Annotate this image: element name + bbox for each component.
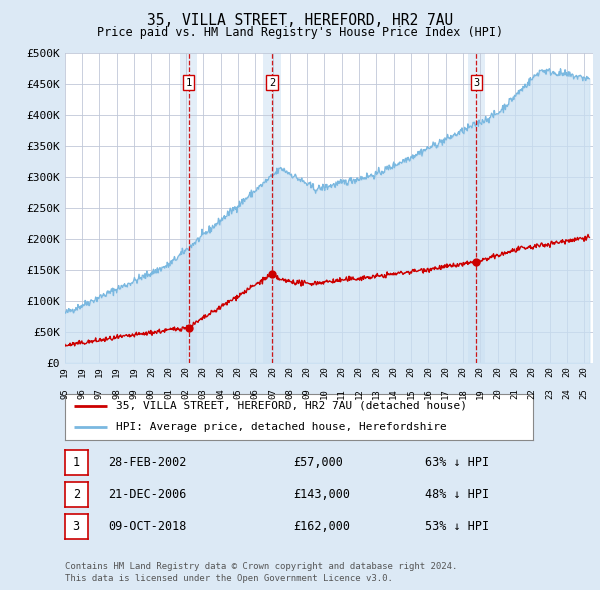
Text: 09: 09: [302, 388, 311, 399]
Text: 96: 96: [77, 388, 86, 399]
Text: 20: 20: [355, 366, 364, 376]
Text: 20: 20: [372, 366, 381, 376]
Text: 11: 11: [337, 388, 346, 399]
Text: 20: 20: [337, 366, 346, 376]
Text: 07: 07: [268, 388, 277, 399]
Text: 53% ↓ HPI: 53% ↓ HPI: [425, 520, 489, 533]
Text: 20: 20: [302, 366, 311, 376]
Text: 20: 20: [164, 366, 173, 376]
Text: 08: 08: [286, 388, 295, 399]
Text: 05: 05: [233, 388, 242, 399]
Text: 20: 20: [528, 366, 537, 376]
Text: 19: 19: [60, 366, 70, 376]
Text: 3: 3: [73, 520, 80, 533]
Text: 09-OCT-2018: 09-OCT-2018: [108, 520, 187, 533]
Text: 01: 01: [164, 388, 173, 399]
Text: 20: 20: [562, 366, 571, 376]
Text: £162,000: £162,000: [293, 520, 350, 533]
Text: 2: 2: [73, 488, 80, 501]
Text: 00: 00: [147, 388, 156, 399]
Text: 1: 1: [73, 456, 80, 469]
Text: 20: 20: [493, 366, 502, 376]
Text: 95: 95: [60, 388, 70, 399]
Text: 2: 2: [269, 77, 275, 87]
Text: £57,000: £57,000: [293, 456, 343, 469]
Text: 17: 17: [441, 388, 450, 399]
Text: 20: 20: [493, 388, 502, 399]
Text: 97: 97: [95, 388, 104, 399]
Text: 63% ↓ HPI: 63% ↓ HPI: [425, 456, 489, 469]
Text: 10: 10: [320, 388, 329, 399]
Text: Price paid vs. HM Land Registry's House Price Index (HPI): Price paid vs. HM Land Registry's House …: [97, 26, 503, 39]
Text: 20: 20: [424, 366, 433, 376]
Text: 19: 19: [130, 366, 139, 376]
Text: 20: 20: [407, 366, 416, 376]
Text: 20: 20: [199, 366, 208, 376]
Text: 20: 20: [181, 366, 190, 376]
Text: 21-DEC-2006: 21-DEC-2006: [108, 488, 187, 501]
Text: 19: 19: [476, 388, 485, 399]
Text: 20: 20: [511, 366, 520, 376]
Text: This data is licensed under the Open Government Licence v3.0.: This data is licensed under the Open Gov…: [65, 574, 392, 583]
Text: 25: 25: [580, 388, 589, 399]
Text: £143,000: £143,000: [293, 488, 350, 501]
Text: HPI: Average price, detached house, Herefordshire: HPI: Average price, detached house, Here…: [116, 422, 447, 432]
Text: 03: 03: [199, 388, 208, 399]
Text: 24: 24: [562, 388, 571, 399]
Text: 19: 19: [95, 366, 104, 376]
Text: 20: 20: [545, 366, 554, 376]
Text: 19: 19: [112, 366, 121, 376]
Text: 1: 1: [185, 77, 192, 87]
Text: 3: 3: [473, 77, 479, 87]
Text: 20: 20: [233, 366, 242, 376]
Text: 02: 02: [181, 388, 190, 399]
Text: 20: 20: [441, 366, 450, 376]
Text: 20: 20: [286, 366, 295, 376]
Bar: [263, 53, 281, 363]
Text: 48% ↓ HPI: 48% ↓ HPI: [425, 488, 489, 501]
Text: 20: 20: [216, 366, 225, 376]
Text: 12: 12: [355, 388, 364, 399]
Text: 23: 23: [545, 388, 554, 399]
Bar: [180, 53, 197, 363]
Text: 04: 04: [216, 388, 225, 399]
Text: 28-FEB-2002: 28-FEB-2002: [108, 456, 187, 469]
Text: 98: 98: [112, 388, 121, 399]
Text: 20: 20: [251, 366, 260, 376]
Text: 99: 99: [130, 388, 139, 399]
Text: 20: 20: [320, 366, 329, 376]
Bar: [467, 53, 485, 363]
Text: 16: 16: [424, 388, 433, 399]
Text: 14: 14: [389, 388, 398, 399]
Text: 20: 20: [580, 366, 589, 376]
Text: 13: 13: [372, 388, 381, 399]
Text: 20: 20: [476, 366, 485, 376]
Text: Contains HM Land Registry data © Crown copyright and database right 2024.: Contains HM Land Registry data © Crown c…: [65, 562, 457, 571]
Text: 35, VILLA STREET, HEREFORD, HR2 7AU: 35, VILLA STREET, HEREFORD, HR2 7AU: [147, 13, 453, 28]
Text: 19: 19: [77, 366, 86, 376]
Text: 20: 20: [147, 366, 156, 376]
Text: 18: 18: [458, 388, 467, 399]
Text: 20: 20: [389, 366, 398, 376]
Text: 15: 15: [407, 388, 416, 399]
Text: 20: 20: [458, 366, 467, 376]
Text: 06: 06: [251, 388, 260, 399]
Text: 21: 21: [511, 388, 520, 399]
Text: 22: 22: [528, 388, 537, 399]
Text: 35, VILLA STREET, HEREFORD, HR2 7AU (detached house): 35, VILLA STREET, HEREFORD, HR2 7AU (det…: [116, 401, 467, 411]
Text: 20: 20: [268, 366, 277, 376]
